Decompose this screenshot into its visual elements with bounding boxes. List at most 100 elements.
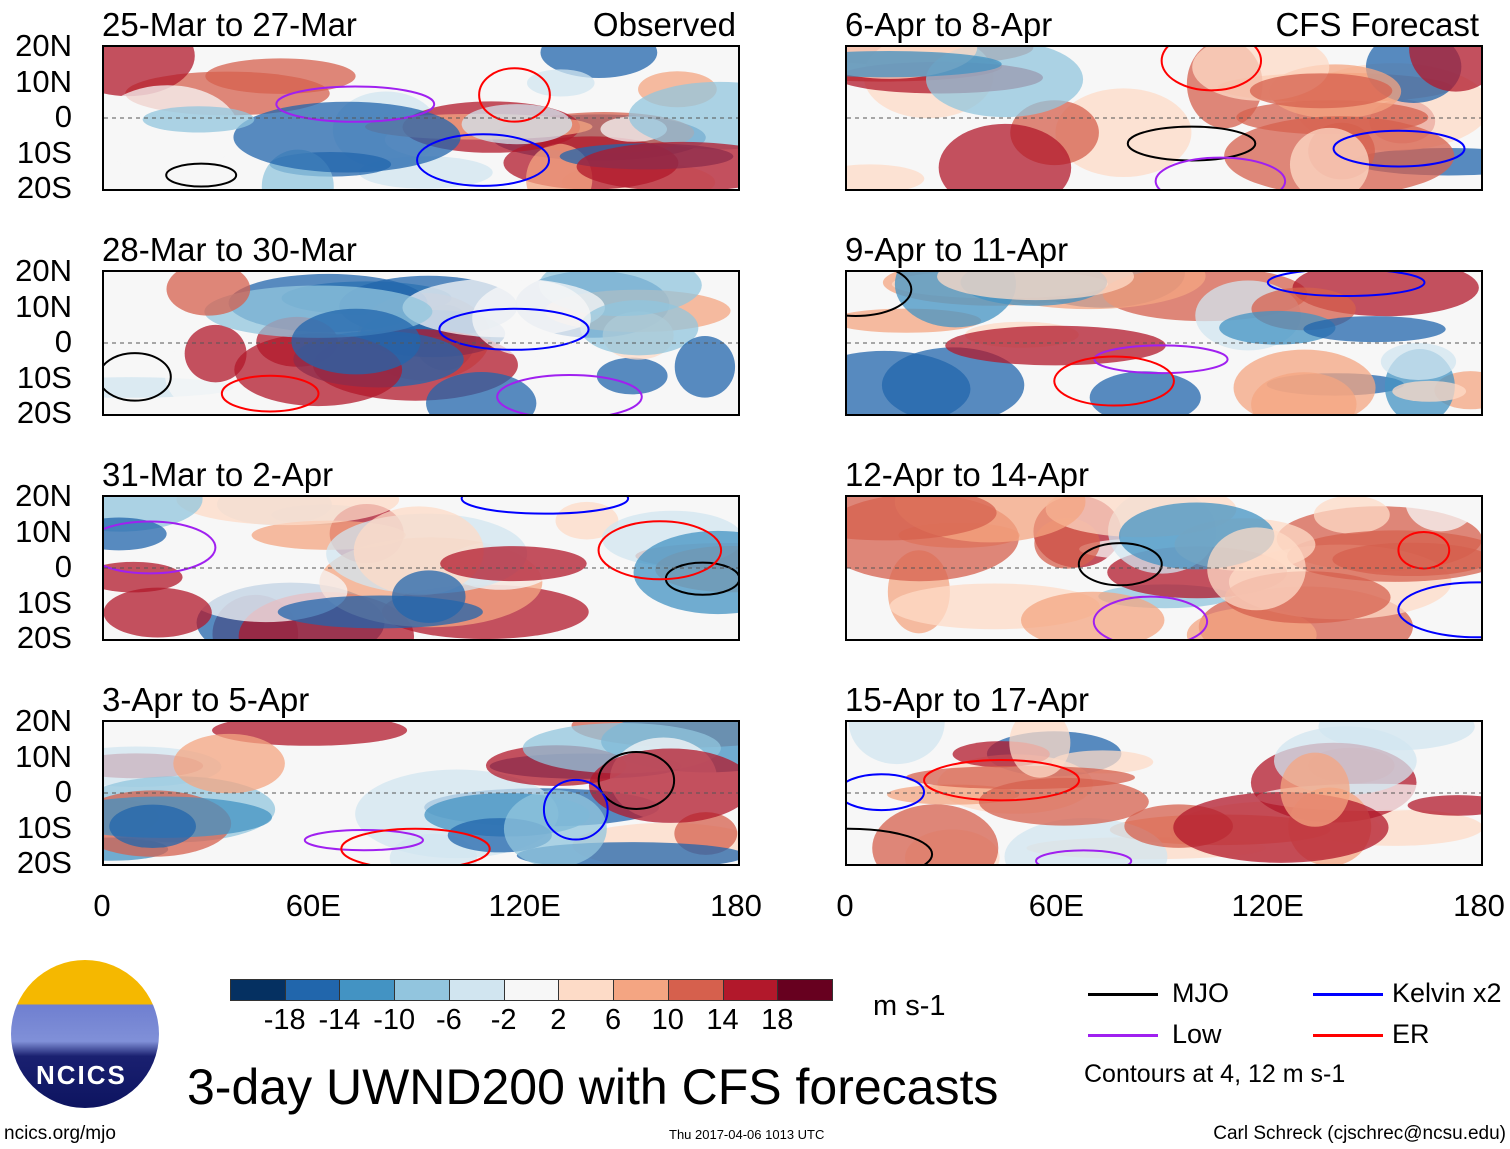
anomaly-region — [392, 570, 466, 623]
anomaly-region — [205, 58, 356, 94]
contour-er — [597, 520, 723, 581]
anomaly-region — [978, 777, 1149, 826]
anomaly-region — [173, 733, 285, 794]
colorbar-cell — [230, 979, 286, 1001]
anomaly-region — [937, 272, 1134, 301]
contour-kelvin — [847, 773, 926, 812]
anomaly-region — [674, 336, 736, 398]
anomaly-region — [1407, 795, 1481, 816]
anomaly-region — [233, 101, 461, 173]
colorbar-cell — [558, 979, 615, 1001]
lon-tick-label: 180 — [1453, 888, 1505, 923]
contour-low — [275, 85, 436, 123]
anomaly-region — [1055, 88, 1192, 178]
anomaly-region — [291, 308, 421, 375]
anomaly-region — [1173, 792, 1389, 863]
lat-tick-label: 20S — [16, 845, 72, 880]
map-panel — [845, 45, 1483, 191]
contour-kelvin — [438, 307, 590, 351]
contour-low — [303, 829, 424, 852]
panel-title: 6-Apr to 8-Apr — [845, 6, 1053, 43]
panel-title: 3-Apr to 5-Apr — [102, 681, 310, 718]
colorbar-cell — [448, 979, 505, 1001]
lat-tick-label: 20N — [15, 478, 72, 513]
colorbar-cell — [284, 979, 341, 1001]
column-header-forecast: CFS Forecast — [1275, 6, 1479, 43]
lon-tick-label: 60E — [1028, 888, 1084, 923]
contour-kelvin — [460, 497, 630, 515]
panel-title: 25-Mar to 27-Mar — [102, 6, 357, 43]
column-header-observed: Observed — [592, 6, 736, 43]
anomaly-region — [847, 164, 925, 189]
colorbar-cell — [777, 979, 833, 1001]
contour-er — [1053, 355, 1175, 407]
lat-tick-label: 0 — [54, 774, 72, 809]
colorbar-label: 2 — [550, 1004, 567, 1036]
anomaly-region — [576, 141, 738, 189]
contour-kelvin — [416, 133, 551, 187]
figure-title: 3-day UWND200 with CFS forecasts — [187, 1059, 999, 1115]
lon-tick-label: 0 — [836, 888, 854, 923]
colorbar-cell — [613, 979, 669, 1001]
anomaly-region — [104, 47, 195, 97]
lat-tick-label: 20S — [16, 170, 72, 205]
lat-tick-label: 20N — [15, 28, 72, 63]
lat-tick-label: 10N — [15, 738, 72, 774]
lat-tick-label: 10S — [16, 359, 72, 395]
contour-mjo — [847, 827, 934, 864]
panel-title: 12-Apr to 14-Apr — [845, 456, 1089, 493]
legend-line — [1088, 993, 1158, 996]
lat-tick-label: 20S — [16, 620, 72, 655]
anomaly-region — [580, 300, 699, 356]
legend-label: Low — [1172, 1019, 1222, 1049]
lat-tick-label: 10N — [15, 513, 72, 549]
anomaly-region — [472, 280, 591, 357]
contour-low — [1092, 595, 1209, 639]
contour-er — [340, 827, 491, 864]
anomaly-region — [847, 51, 1002, 78]
colorbar-cell — [667, 979, 724, 1001]
contour-low — [1035, 849, 1133, 864]
contour-low — [496, 374, 643, 414]
anomaly-region — [1303, 316, 1446, 343]
colorbar-label: -10 — [373, 1004, 416, 1036]
legend-line — [1313, 1034, 1383, 1037]
anomaly-region — [440, 546, 587, 582]
anomaly-field — [847, 272, 1481, 414]
anomaly-region — [166, 272, 251, 316]
lat-tick-label: 0 — [54, 549, 72, 584]
lat-tick-label: 0 — [54, 99, 72, 134]
legend-label: Kelvin x2 — [1392, 978, 1502, 1008]
anomaly-field — [104, 272, 738, 414]
contour-er — [220, 374, 320, 413]
anomaly-region — [1289, 127, 1370, 189]
anomaly-region — [353, 506, 484, 596]
anomaly-region — [104, 561, 183, 593]
anomaly-region — [1251, 372, 1357, 414]
logo-text: NCICS — [36, 1060, 127, 1090]
contour-low — [104, 520, 217, 575]
lat-tick-label: 10S — [16, 134, 72, 170]
contour-er — [923, 759, 1081, 802]
contour-low — [1154, 156, 1287, 189]
lat-tick-label: 10N — [15, 63, 72, 99]
contour-kelvin — [542, 778, 609, 841]
colorbar-cell — [339, 979, 396, 1001]
colorbar-label: 14 — [706, 1004, 739, 1036]
lat-tick-label: 10S — [16, 584, 72, 620]
anomaly-region — [1280, 752, 1350, 827]
anomaly-region — [1249, 73, 1393, 109]
lat-tick-label: 0 — [54, 324, 72, 359]
legend-line — [1313, 993, 1383, 996]
colorbar-label: -2 — [490, 1004, 517, 1036]
map-panel — [845, 720, 1483, 866]
anomaly-region — [426, 371, 537, 414]
panel-title: 9-Apr to 11-Apr — [845, 231, 1069, 268]
contour-kelvin — [1397, 581, 1481, 639]
contour-kelvin — [1332, 129, 1466, 168]
lat-tick-label: 20S — [16, 395, 72, 430]
lon-tick-label: 180 — [710, 888, 762, 923]
anomaly-region — [945, 325, 1166, 366]
panel-title: 31-Mar to 2-Apr — [102, 456, 334, 493]
